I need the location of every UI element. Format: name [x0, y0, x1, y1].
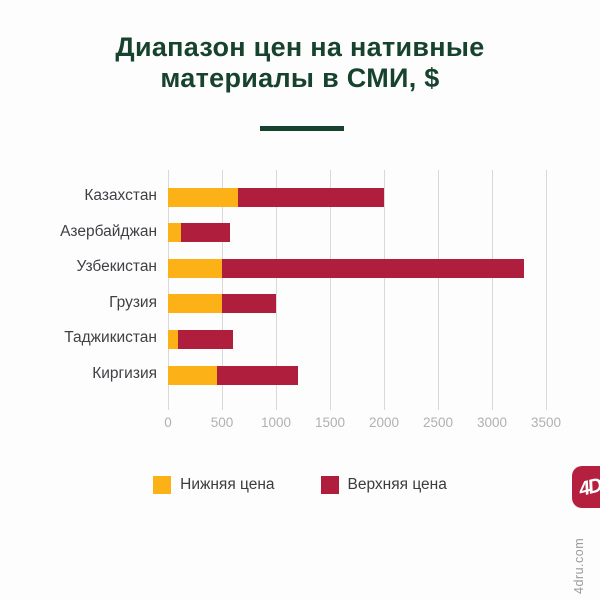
bar-segment-lower-price: [168, 329, 178, 349]
bar-segment-lower-price: [168, 294, 222, 314]
legend-label-upper-price: Верхняя цена: [347, 476, 447, 493]
legend-label-lower-price: Нижняя цена: [180, 476, 275, 493]
4d-logo: 4D: [572, 466, 600, 508]
page-title-line2: материалы в СМИ, $: [160, 63, 440, 93]
bar-segment-upper-price: [216, 365, 298, 385]
category-label: Азербайджан: [60, 222, 157, 240]
axis-tick-label: 2500: [422, 415, 454, 430]
gridline: [276, 170, 277, 410]
axis-tick-label: 500: [210, 415, 234, 430]
legend-swatch-upper-price: [320, 476, 339, 494]
axis-tick-label: 0: [164, 415, 172, 430]
gridline: [546, 170, 547, 410]
bar-segment-lower-price: [168, 187, 239, 207]
bar-segment-lower-price: [168, 365, 217, 385]
4d-logo-monogram: 4D: [576, 473, 600, 501]
bar-segment-upper-price: [222, 294, 276, 314]
axis-tick-label: 3500: [530, 415, 562, 430]
axis-tick-label: 1000: [260, 415, 292, 430]
bar-segment-lower-price: [168, 258, 222, 278]
category-label: Узбекистан: [76, 258, 157, 276]
gridline: [384, 170, 385, 410]
category-label: Киргизия: [92, 365, 157, 382]
watermark-url: 4dru.com: [572, 537, 586, 594]
axis-tick-label: 2000: [368, 415, 400, 430]
page-title: Диапазон цен на нативные материалы в СМИ,…: [0, 32, 600, 94]
legend: Нижняя цена Верхняя цена: [0, 476, 600, 494]
category-label: Казахстан: [84, 187, 157, 204]
gridline: [438, 170, 439, 410]
axis-tick-label: 3000: [476, 415, 508, 430]
title-underline: [260, 126, 344, 131]
legend-swatch-lower-price: [153, 476, 172, 494]
gridline: [492, 170, 493, 410]
bar-segment-upper-price: [222, 258, 525, 278]
bar-segment-lower-price: [168, 223, 181, 243]
bar-segment-upper-price: [180, 223, 230, 243]
category-label: Грузия: [109, 293, 157, 311]
gridline: [330, 170, 331, 410]
bar-segment-upper-price: [238, 187, 384, 207]
gridline: [222, 170, 223, 410]
bar-segment-upper-price: [177, 329, 233, 349]
axis-tick-label: 1500: [314, 415, 346, 430]
page-title-line1: Диапазон цен на нативные: [115, 32, 485, 62]
gridline: [168, 170, 169, 410]
category-label: Таджикистан: [64, 329, 157, 347]
